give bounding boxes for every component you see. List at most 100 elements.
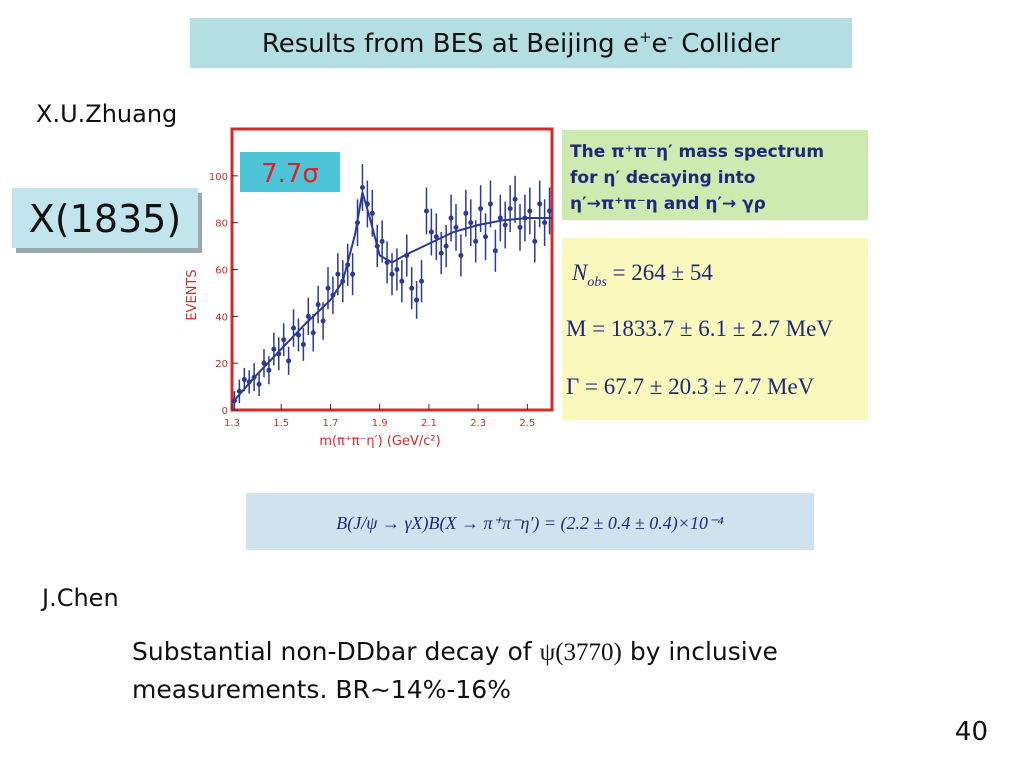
- data-point: [394, 267, 400, 272]
- data-point: [473, 238, 479, 244]
- title-box: [190, 18, 852, 68]
- data-point: [497, 215, 503, 221]
- data-point: [443, 243, 449, 249]
- slide-title: Results from BES at Beijing e+e- Collide…: [262, 28, 781, 59]
- data-point: [487, 201, 493, 207]
- y-tick-label: 100: [209, 172, 228, 183]
- value: = 264 ± 54: [607, 260, 714, 285]
- body-line: Substantial non-DDbar decay of ψ(3770) b…: [132, 637, 778, 666]
- data-point: [291, 325, 297, 331]
- data-point: [359, 185, 365, 191]
- data-point: [517, 224, 523, 230]
- data-point: [433, 234, 439, 240]
- x-tick-label: 1.3: [224, 418, 240, 429]
- data-point: [542, 220, 548, 226]
- title-sup: +: [639, 28, 652, 46]
- y-tick-label: 80: [215, 219, 228, 230]
- data-point: [507, 206, 513, 212]
- data-point: [325, 285, 331, 291]
- data-point: [315, 302, 321, 308]
- body-text: measurements. BR~14%-16%: [132, 675, 511, 704]
- data-point: [369, 210, 375, 216]
- title-text: Collider: [673, 29, 780, 59]
- title-sup: -: [668, 28, 673, 46]
- subscript: obs: [587, 275, 607, 290]
- data-point: [448, 215, 454, 221]
- data-point: [310, 330, 316, 336]
- x-tick-label: 2.3: [470, 418, 486, 429]
- y-tick-label: 20: [215, 359, 228, 370]
- body-text: by inclusive: [622, 637, 778, 666]
- yellow-box: [562, 238, 868, 420]
- y-axis-label: EVENTS: [185, 269, 200, 320]
- annotation-box: [240, 152, 340, 192]
- y-tick-label: 40: [215, 312, 228, 323]
- fit-curve: [231, 191, 552, 404]
- data-point: [241, 377, 247, 383]
- data-point: [502, 222, 508, 228]
- author: X.U.Zhuang: [36, 100, 177, 128]
- data-point: [453, 224, 459, 230]
- data-point: [478, 206, 484, 212]
- data-point: [286, 358, 292, 364]
- body-text: Substantial non-DDbar decay of: [132, 637, 540, 666]
- data-point: [419, 278, 425, 284]
- data-point: [379, 238, 385, 244]
- body-symbol: ψ(3770): [540, 639, 622, 666]
- formula: B(J/ψ → γX)B(X → π⁺π⁻η′) = (2.2 ± 0.4 ± …: [336, 513, 723, 534]
- x-tick-label: 1.9: [372, 418, 388, 429]
- title-text: e: [652, 29, 668, 59]
- data-point: [389, 271, 395, 277]
- symbol: N: [571, 260, 589, 285]
- green-box: [562, 130, 868, 220]
- data-point: [458, 252, 464, 258]
- data-point: [409, 285, 415, 291]
- x-tick-label: 2.5: [519, 418, 535, 429]
- plot: 0 20 40 60 80 100 1.3 1.5 1.7 1.9 2.1 2.3 2.5 m(π⁺π⁻η…: [185, 127, 554, 449]
- n-obs: Nobs = 264 ± 54: [571, 260, 713, 290]
- data-point: [463, 210, 469, 216]
- author: J.Chen: [40, 584, 119, 612]
- x-tick-label: 2.1: [421, 418, 437, 429]
- formula-box: [246, 493, 814, 550]
- data-point: [492, 248, 498, 254]
- label: X(1835): [29, 197, 181, 241]
- data-point: [335, 271, 341, 277]
- data-point: [300, 341, 306, 347]
- page-number: 40: [955, 717, 988, 747]
- data-point: [428, 229, 434, 235]
- data-point: [527, 208, 533, 214]
- width: Γ = 67.7 ± 20.3 ± 7.7 MeV: [566, 374, 815, 399]
- x-tick-label: 1.7: [323, 418, 339, 429]
- data-point: [423, 208, 429, 214]
- box-text: for η′ decaying into: [570, 168, 755, 188]
- mass: M = 1833.7 ± 6.1 ± 2.7 MeV: [566, 316, 833, 341]
- y-tick-label: 0: [222, 406, 228, 417]
- data-point: [438, 250, 444, 256]
- annotation: 7.7σ: [261, 159, 319, 189]
- box-text: The π⁺π⁻η′ mass spectrum: [570, 142, 824, 162]
- data-point: [320, 318, 326, 324]
- data-point: [281, 337, 287, 343]
- data-point: [547, 208, 553, 214]
- data-point: [532, 238, 538, 244]
- title-text: Results from BES at Beijing e: [262, 29, 639, 59]
- box-text: η′→π⁺π⁻η and η′→ γρ: [570, 194, 766, 214]
- data-point: [256, 381, 262, 387]
- data-point: [537, 201, 543, 207]
- data-point: [512, 196, 518, 202]
- x-tick-label: 1.5: [273, 418, 289, 429]
- data-point: [414, 297, 420, 303]
- data-point: [305, 313, 311, 319]
- y-tick-label: 60: [215, 266, 228, 277]
- data-point: [350, 271, 356, 277]
- data-point: [271, 346, 277, 352]
- data-point: [468, 220, 474, 226]
- data-point: [399, 278, 405, 284]
- data-point: [266, 367, 272, 373]
- data-point: [483, 234, 489, 240]
- label-box: [12, 188, 198, 248]
- x-axis-label: m(π⁺π⁻η′) (GeV/c²): [319, 434, 440, 449]
